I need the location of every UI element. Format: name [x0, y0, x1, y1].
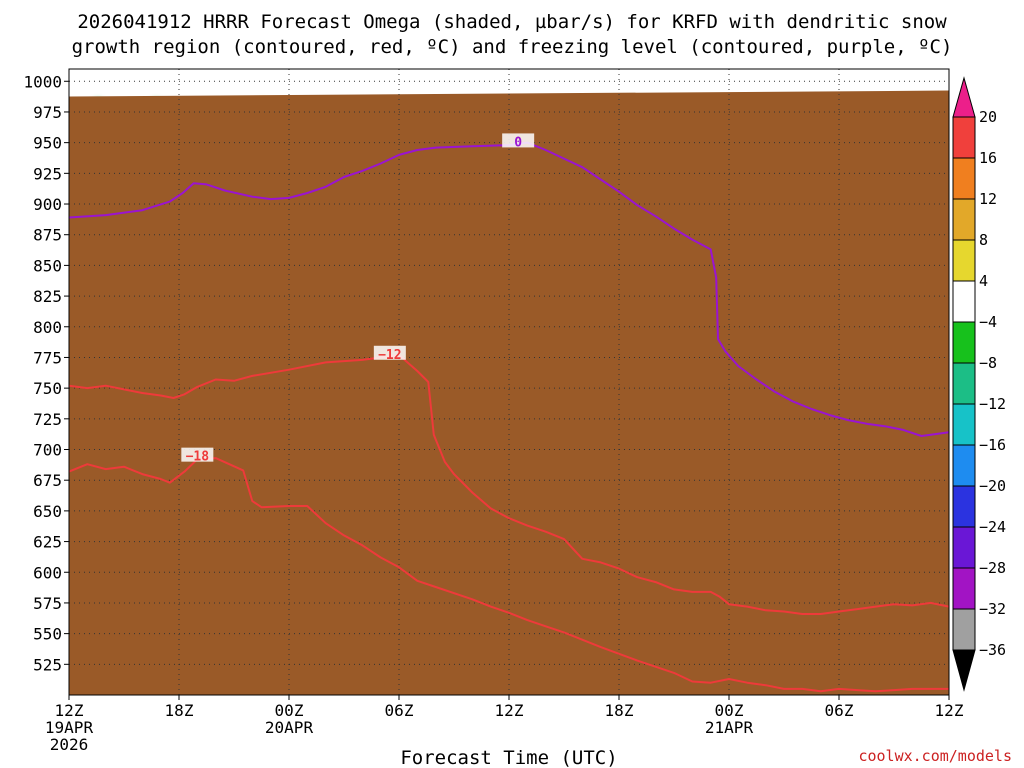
x-tick-label: 06Z [385, 701, 414, 720]
colorbar-label: −4 [979, 313, 997, 331]
colorbar-bin [952, 444, 976, 487]
contour-line-zero [69, 141, 949, 437]
y-tick-label: 975 [33, 103, 62, 122]
y-tick-label: 850 [33, 256, 62, 275]
chart-title-line-2: growth region (contoured, red, ºC) and f… [72, 36, 953, 58]
x-axis-label: Forecast Time (UTC) [400, 747, 617, 768]
y-tick-label: 950 [33, 134, 62, 153]
y-tick-label: 875 [33, 226, 62, 245]
colorbar-label: −20 [979, 477, 1006, 495]
contour-label-minus18: −18 [186, 450, 210, 465]
x-tick-label: 12Z [935, 701, 964, 720]
y-tick-label: 825 [33, 287, 62, 306]
x-tick-label: 00Z [715, 701, 744, 720]
colorbar-label: −12 [979, 395, 1006, 413]
y-tick-label: 575 [33, 594, 62, 613]
colorbar-label: 16 [979, 149, 997, 167]
colorbar-label: 4 [979, 272, 988, 290]
y-tick-label: 625 [33, 533, 62, 552]
contour-layer: −18 −12 0 [69, 133, 949, 693]
y-tick-label: 775 [33, 348, 62, 367]
x-tick-date: 19APR [45, 718, 94, 737]
chart-title-line-1: 2026041912 HRRR Forecast Omega (shaded, … [77, 11, 947, 33]
contour-label-bg-minus18 [181, 447, 214, 462]
credit-text: coolwx.com/models [858, 747, 1012, 765]
colorbar-label: −28 [979, 559, 1006, 577]
colorbar-bin [952, 116, 976, 159]
terrain-layer [69, 90, 949, 695]
colorbar-label: −8 [979, 354, 997, 372]
colorbar-bin [952, 280, 976, 323]
y-tick-label: 650 [33, 502, 62, 521]
x-tick-label: 18Z [165, 701, 194, 720]
x-tick-label: 00Z [275, 701, 304, 720]
colorbar-bin [952, 157, 976, 200]
contour-label-bg-zero [502, 133, 535, 148]
colorbar-bin [952, 321, 976, 364]
colorbar-label: −32 [979, 600, 1006, 618]
colorbar-label: 8 [979, 231, 988, 249]
colorbar-bin [952, 198, 976, 241]
y-tick-label: 750 [33, 379, 62, 398]
colorbar-bin [952, 239, 976, 282]
colorbar-bin [952, 608, 976, 651]
colorbar-label: 12 [979, 190, 997, 208]
y-tick-label: 675 [33, 471, 62, 490]
x-tick-year: 2026 [50, 735, 89, 754]
contour-label-zero: 0 [514, 135, 522, 150]
colorbar-arrow-top [952, 76, 976, 118]
colorbar-bin [952, 526, 976, 569]
x-tick-label: 12Z [55, 701, 84, 720]
terrain-band [69, 90, 949, 695]
contour-label-bg-minus12 [373, 345, 406, 360]
x-tick-date: 21APR [705, 718, 754, 737]
y-axis: 525 550 575 600 625 650 675 700 725 750 775 800 825 8… [23, 72, 69, 674]
x-tick-label: 18Z [605, 701, 634, 720]
colorbar-label: −16 [979, 436, 1006, 454]
y-tick-label: 900 [33, 195, 62, 214]
x-tick-date: 20APR [265, 718, 314, 737]
colorbar-bin [952, 567, 976, 610]
y-tick-label: 600 [33, 563, 62, 582]
y-tick-label: 725 [33, 410, 62, 429]
y-tick-label: 800 [33, 318, 62, 337]
colorbar-arrow-bottom [952, 649, 976, 692]
colorbar-bin [952, 403, 976, 446]
colorbar-bin [952, 485, 976, 528]
x-tick-label: 06Z [825, 701, 854, 720]
colorbar-label: 20 [979, 108, 997, 126]
colorbar-label: −24 [979, 518, 1006, 536]
contour-line-minus12 [69, 354, 949, 615]
y-tick-label: 925 [33, 164, 62, 183]
x-tick-label: 12Z [495, 701, 524, 720]
y-tick-label: 550 [33, 625, 62, 644]
colorbar: 20 16 12 8 4 −4 −8 −12 −16 −20 −24 −28 −32 −36 [952, 76, 1006, 692]
contour-label-minus12: −12 [378, 348, 401, 363]
y-tick-label: 700 [33, 441, 62, 460]
y-tick-label: 525 [33, 655, 62, 674]
contour-line-minus18 [69, 457, 949, 693]
y-tick-label: 1000 [23, 72, 62, 91]
colorbar-bin [952, 362, 976, 405]
colorbar-label: −36 [979, 641, 1006, 659]
